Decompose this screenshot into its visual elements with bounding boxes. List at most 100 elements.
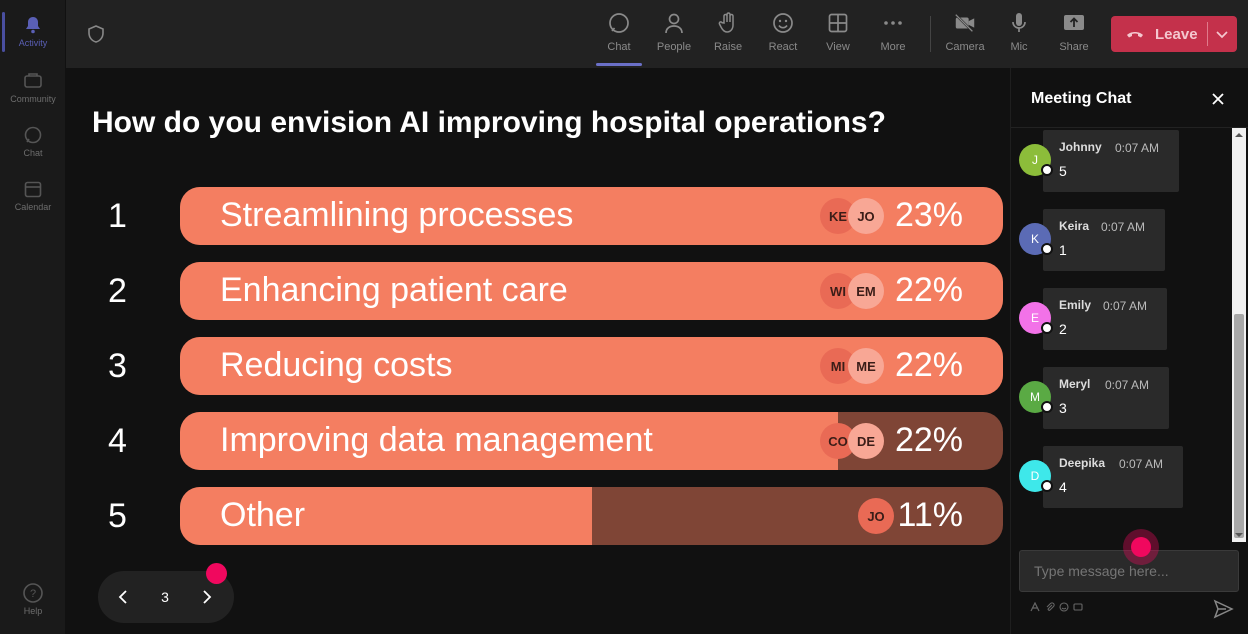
sender-name: Emily: [1059, 298, 1092, 312]
format-text-icon[interactable]: [1030, 600, 1040, 614]
chat-header: Meeting Chat: [1011, 68, 1248, 128]
scroll-down-icon[interactable]: [1234, 530, 1244, 540]
rail-item-activity[interactable]: Activity: [0, 6, 66, 60]
rail-label: Calendar: [14, 202, 52, 212]
voter-avatar: JO: [848, 198, 884, 234]
more-icon: [881, 10, 905, 36]
chat-message: Keira 0:07 AM 1 K: [1019, 209, 1235, 273]
community-icon: [22, 70, 44, 92]
people-icon: [662, 10, 686, 36]
chevron-left-icon: [118, 590, 127, 604]
toolbar-chat-button[interactable]: Chat: [592, 10, 646, 66]
voter-avatar: WI: [820, 273, 856, 309]
chat-icon: [22, 124, 44, 146]
voter-avatar: JO: [858, 498, 894, 534]
meeting-toolbar: Chat People Raise React View More C: [66, 0, 1248, 68]
chat-message: Meryl 0:07 AM 3 M: [1019, 367, 1235, 431]
meeting-chat-panel: Meeting Chat Johnny 0:07 AM 5 J Keira 0:…: [1010, 68, 1248, 634]
message-bubble: Meryl 0:07 AM 3: [1043, 367, 1169, 429]
toolbar-label: View: [826, 41, 850, 53]
toolbar-label: React: [768, 41, 798, 53]
option-number: 3: [108, 347, 127, 385]
mic-icon: [1007, 10, 1031, 36]
rail-label: Community: [10, 94, 56, 104]
voter-avatar: EM: [848, 273, 884, 309]
hand-icon: [716, 10, 740, 36]
grid-icon: [826, 10, 850, 36]
chat-icon: [607, 10, 631, 36]
attach-icon[interactable]: [1045, 600, 1055, 614]
send-icon[interactable]: [1212, 598, 1234, 620]
chat-scrollbar[interactable]: [1222, 128, 1248, 542]
chat-message-list: Johnny 0:07 AM 5 J Keira 0:07 AM 1 K Emi…: [1011, 128, 1235, 542]
calendar-icon: [22, 178, 44, 200]
presence-status: [1041, 243, 1053, 255]
toolbar-label: Mic: [1010, 41, 1028, 53]
option-bar[interactable]: Streamlining processes KE JO 23%: [180, 187, 1003, 245]
leave-button[interactable]: Leave: [1111, 16, 1237, 52]
rail-item-help[interactable]: ? Help: [0, 574, 66, 628]
option-bar[interactable]: Reducing costs MI ME 22%: [180, 337, 1003, 395]
toolbar-divider: [930, 16, 931, 52]
poll-option-row: 5 Other JO 11%: [92, 487, 1004, 545]
toolbar-react-button[interactable]: React: [756, 10, 810, 60]
toolbar-more-button[interactable]: More: [866, 10, 920, 60]
chat-message-input[interactable]: [1019, 550, 1239, 592]
rail-label: Chat: [23, 148, 43, 158]
rail-item-community[interactable]: Community: [0, 62, 66, 116]
option-percent: 22%: [894, 346, 963, 384]
page-number: 3: [161, 589, 169, 605]
chat-title: Meeting Chat: [1031, 90, 1132, 107]
rail-label: Activity: [18, 38, 48, 48]
toolbar-share-button[interactable]: Share: [1047, 10, 1101, 60]
option-percent: 22%: [894, 271, 963, 309]
close-icon[interactable]: [1207, 88, 1229, 110]
presence-status: [1041, 401, 1053, 413]
toolbar-people-button[interactable]: People: [647, 10, 701, 60]
voter-avatar: DE: [848, 423, 884, 459]
scroll-up-icon[interactable]: [1234, 130, 1244, 140]
message-bubble: Emily 0:07 AM 2: [1043, 288, 1167, 350]
toolbar-mic-button[interactable]: Mic: [992, 10, 1046, 60]
message-text: 4: [1059, 479, 1067, 495]
toolbar-raise-button[interactable]: Raise: [701, 10, 755, 60]
message-time: 0:07 AM: [1103, 299, 1148, 313]
shield-icon[interactable]: [86, 24, 106, 44]
option-number: 2: [108, 272, 127, 310]
smiley-icon: [771, 10, 795, 36]
option-bar[interactable]: Enhancing patient care WI EM 22%: [180, 262, 1003, 320]
next-slide-button[interactable]: [186, 577, 226, 617]
option-label: Other: [220, 496, 306, 534]
rail-item-calendar[interactable]: Calendar: [0, 170, 66, 224]
toolbar-label: Chat: [607, 41, 631, 53]
message-bubble: Deepika 0:07 AM 4: [1043, 446, 1183, 508]
sender-name: Johnny: [1059, 140, 1102, 154]
option-number: 5: [108, 497, 127, 535]
message-text: 3: [1059, 400, 1067, 416]
svg-text:?: ?: [30, 588, 36, 600]
toolbar-camera-button[interactable]: Camera: [938, 10, 992, 60]
sender-name: Deepika: [1059, 456, 1106, 470]
avatar[interactable]: J: [1019, 144, 1051, 176]
scrollbar-thumb[interactable]: [1234, 314, 1244, 538]
message-time: 0:07 AM: [1105, 378, 1150, 392]
option-bar[interactable]: Other JO 11%: [180, 487, 1003, 545]
presence-status: [1041, 164, 1053, 176]
presence-status: [1041, 480, 1053, 492]
option-label: Streamlining processes: [220, 196, 574, 234]
option-label: Improving data management: [220, 421, 653, 459]
message-bubble: Keira 0:07 AM 1: [1043, 209, 1165, 271]
option-label: Enhancing patient care: [220, 271, 568, 309]
toolbar-view-button[interactable]: View: [811, 10, 865, 60]
option-percent: 22%: [894, 421, 963, 459]
emoji-icon[interactable]: [1059, 600, 1069, 614]
message-time: 0:07 AM: [1115, 141, 1160, 155]
previous-slide-button[interactable]: [104, 577, 144, 617]
rail-item-chat[interactable]: Chat: [0, 116, 66, 170]
gif-icon[interactable]: [1073, 600, 1083, 614]
phone-hangup-icon: [1125, 24, 1145, 44]
chevron-down-icon[interactable]: [1213, 24, 1231, 44]
chat-message: Deepika 0:07 AM 4 D: [1019, 446, 1235, 510]
leave-label: Leave: [1155, 25, 1198, 43]
option-bar[interactable]: Improving data management CO DE 22%: [180, 412, 1003, 470]
